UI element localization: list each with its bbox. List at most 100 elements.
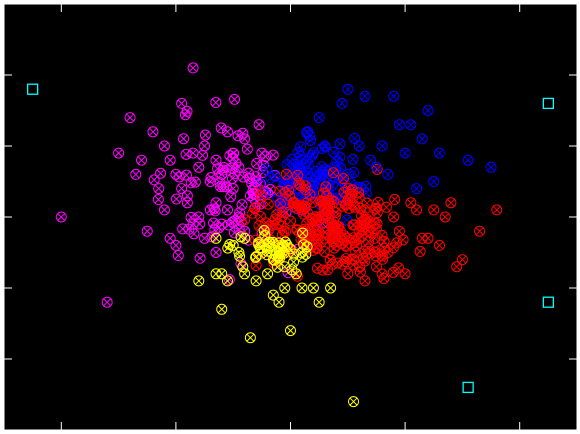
- point-yellow-2: [216, 268, 228, 280]
- dense-point-yellow-31: [263, 236, 275, 248]
- dense-point-magenta-30: [194, 252, 206, 264]
- dense-point-magenta-22: [170, 193, 182, 205]
- dense-point-red-213: [369, 246, 381, 258]
- point-yellow-19: [279, 261, 291, 273]
- point-blue-5: [422, 105, 434, 116]
- dense-point-yellow-36: [297, 227, 309, 239]
- point-yellow-4: [239, 268, 251, 280]
- point-magenta-20: [239, 133, 251, 145]
- dense-point-blue-118: [269, 170, 281, 182]
- point-red-1: [411, 204, 423, 216]
- dense-point-magenta-34: [189, 176, 201, 188]
- scatter-points: [26, 62, 554, 408]
- point-magenta-4: [124, 112, 136, 124]
- point-magenta-25: [187, 218, 199, 230]
- dense-point-clusters: [148, 93, 426, 286]
- dense-point-red-208: [278, 225, 290, 237]
- point-magenta-30: [181, 197, 193, 209]
- point-blue-9: [376, 140, 388, 152]
- dense-point-red-239: [358, 245, 370, 257]
- dense-point-red-190: [311, 262, 323, 274]
- point-blue-3: [359, 90, 371, 102]
- dense-point-red-132: [387, 266, 399, 278]
- point-magenta-6: [158, 140, 170, 152]
- dense-point-red-200: [255, 190, 267, 202]
- dense-point-magenta-62: [173, 171, 185, 183]
- point-yellow-23: [233, 247, 245, 258]
- dense-point-red-202: [302, 223, 314, 235]
- point-blue-21: [365, 154, 377, 166]
- point-red-2: [428, 204, 440, 216]
- dense-point-red-127: [371, 207, 383, 219]
- point-yellow-13: [285, 325, 296, 337]
- point-magenta-39: [210, 247, 222, 258]
- point-blue-15: [411, 183, 423, 195]
- dense-point-red-76: [250, 260, 262, 272]
- point-yellow-3: [221, 275, 233, 287]
- point-red-3: [439, 211, 451, 223]
- dense-point-magenta-47: [215, 181, 227, 193]
- point-yellow-1: [210, 268, 222, 280]
- point-magenta-0: [55, 211, 67, 223]
- point-blue-1: [336, 97, 348, 109]
- point-red-4: [416, 232, 428, 244]
- dense-point-red-123: [389, 193, 401, 205]
- dense-point-blue-13: [261, 163, 273, 175]
- axes-background: [3, 3, 578, 431]
- point-yellow-0: [193, 275, 205, 287]
- point-blue-19: [296, 154, 308, 166]
- point-magenta-40: [233, 211, 245, 223]
- dense-point-blue-50: [334, 138, 346, 150]
- dense-point-red-234: [354, 266, 366, 278]
- point-magenta-1: [101, 296, 113, 308]
- dense-point-blue-107: [307, 149, 319, 161]
- dense-point-magenta-74: [178, 133, 190, 145]
- dense-point-red-154: [239, 214, 251, 226]
- dense-point-red-82: [292, 170, 304, 182]
- point-red-13: [474, 225, 486, 237]
- dense-point-red-94: [353, 187, 365, 199]
- dense-point-magenta-26: [210, 97, 222, 109]
- dense-point-magenta-36: [253, 119, 265, 131]
- point-yellow-10: [307, 282, 319, 294]
- dense-point-yellow-40: [256, 242, 268, 254]
- point-magenta-17: [136, 154, 148, 166]
- dense-point-magenta-5: [155, 167, 167, 179]
- point-blue-22: [416, 133, 428, 145]
- point-red-21: [445, 197, 457, 209]
- dense-point-magenta-18: [215, 122, 227, 134]
- point-magenta-34: [113, 147, 125, 159]
- point-magenta-11: [170, 168, 182, 180]
- point-red-18: [348, 254, 360, 266]
- axis-ticks: [4, 4, 577, 430]
- point-magenta-24: [158, 204, 170, 216]
- point-red-7: [370, 261, 382, 273]
- dense-point-red-138: [369, 232, 381, 244]
- point-magenta-27: [216, 218, 228, 230]
- point-blue-16: [428, 176, 440, 187]
- dense-point-red-134: [274, 185, 286, 197]
- point-yellow-16: [210, 232, 222, 244]
- dense-point-red-224: [351, 240, 363, 252]
- point-red-14: [491, 204, 503, 216]
- dense-point-red-237: [320, 197, 332, 209]
- centroid-square-icon-2: [542, 296, 554, 308]
- point-magenta-23: [210, 197, 222, 209]
- point-magenta-22: [233, 161, 245, 173]
- point-red-12: [451, 261, 463, 273]
- point-magenta-12: [176, 183, 188, 195]
- point-magenta-38: [170, 239, 182, 251]
- point-yellow-11: [313, 296, 325, 308]
- point-magenta-32: [141, 225, 153, 237]
- point-yellow-18: [267, 254, 279, 266]
- point-magenta-3: [176, 97, 188, 109]
- point-magenta-2: [187, 62, 199, 74]
- point-blue-20: [319, 140, 331, 152]
- point-red-0: [388, 211, 400, 223]
- point-yellow-12: [273, 296, 285, 308]
- point-blue-17: [382, 168, 394, 180]
- point-magenta-43: [216, 168, 228, 180]
- point-blue-13: [462, 154, 474, 166]
- dense-point-magenta-88: [237, 171, 249, 183]
- dense-point-red-229: [341, 197, 353, 209]
